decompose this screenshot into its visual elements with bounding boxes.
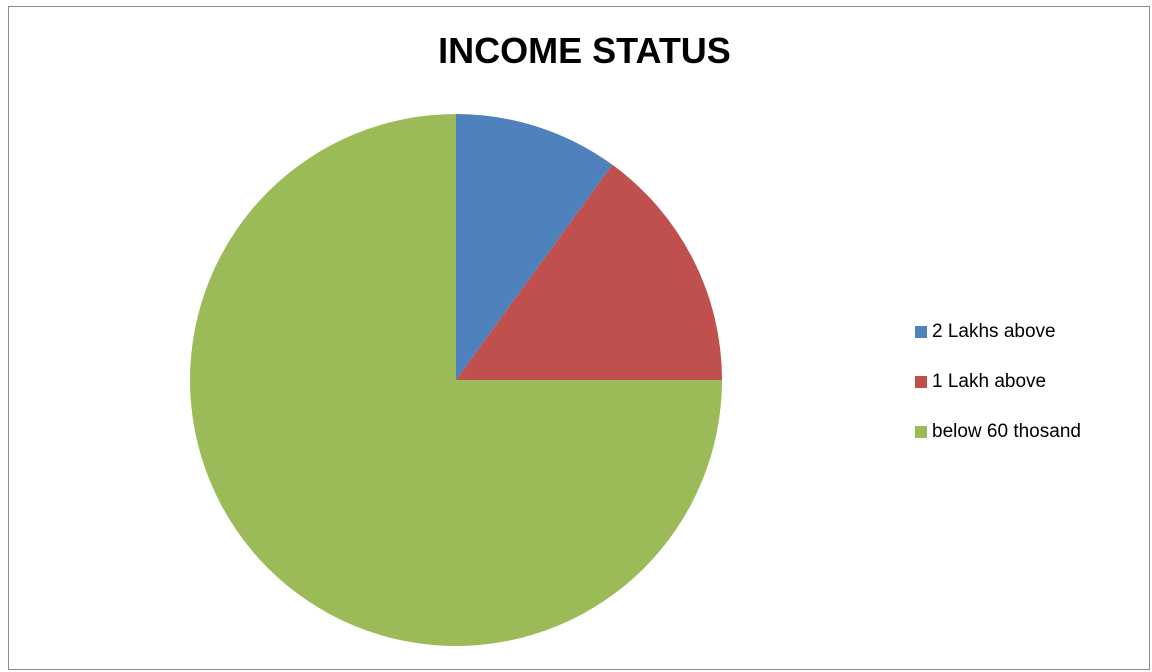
chart-title: INCOME STATUS <box>438 30 731 71</box>
legend-swatch <box>915 326 927 338</box>
pie-slice-2 <box>456 164 722 380</box>
legend-swatch <box>915 426 927 438</box>
legend-item: 2 Lakhs above <box>915 320 1081 344</box>
pie-slice-3 <box>190 114 722 646</box>
legend-swatch <box>915 376 927 388</box>
pie-slice-1 <box>456 114 613 380</box>
legend-label: 2 Lakhs above <box>932 321 1056 342</box>
legend-item: below 60 thosand <box>915 420 1081 444</box>
legend-label: 1 Lakh above <box>932 371 1047 392</box>
chart-legend: 2 Lakhs above 1 Lakh above below 60 thos… <box>915 320 1081 470</box>
legend-item: 1 Lakh above <box>915 370 1081 394</box>
legend-label: below 60 thosand <box>932 421 1081 442</box>
